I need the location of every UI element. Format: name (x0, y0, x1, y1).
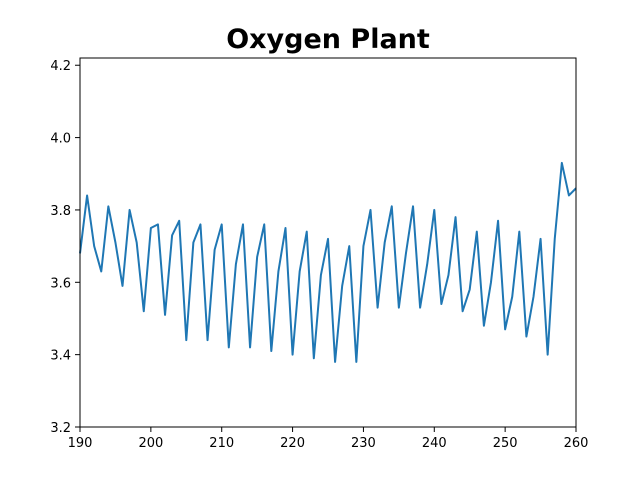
y-tick-label: 3.4 (50, 349, 71, 364)
x-tick-label: 260 (564, 436, 589, 451)
series-line (79, 161, 577, 363)
x-tick-label: 250 (493, 436, 518, 451)
x-tick-label: 210 (209, 436, 234, 451)
x-tick-label: 230 (351, 436, 376, 451)
y-tick-label: 4.0 (50, 132, 71, 147)
x-axis: 190 200 210 220 230 240 250 260 (68, 427, 589, 451)
y-tick-label: 3.2 (50, 421, 71, 436)
y-axis: 3.2 3.4 3.6 3.8 4.0 4.2 (50, 59, 80, 436)
x-tick-label: 200 (138, 436, 163, 451)
x-tick-label: 240 (422, 436, 447, 451)
y-tick-label: 3.6 (50, 276, 71, 291)
x-tick-label: 190 (68, 436, 93, 451)
y-tick-label: 3.8 (50, 204, 71, 219)
x-tick-label: 220 (280, 436, 305, 451)
chart-title: Oxygen Plant (226, 24, 430, 55)
plot-frame (79, 57, 577, 428)
y-tick-label: 4.2 (50, 59, 71, 74)
